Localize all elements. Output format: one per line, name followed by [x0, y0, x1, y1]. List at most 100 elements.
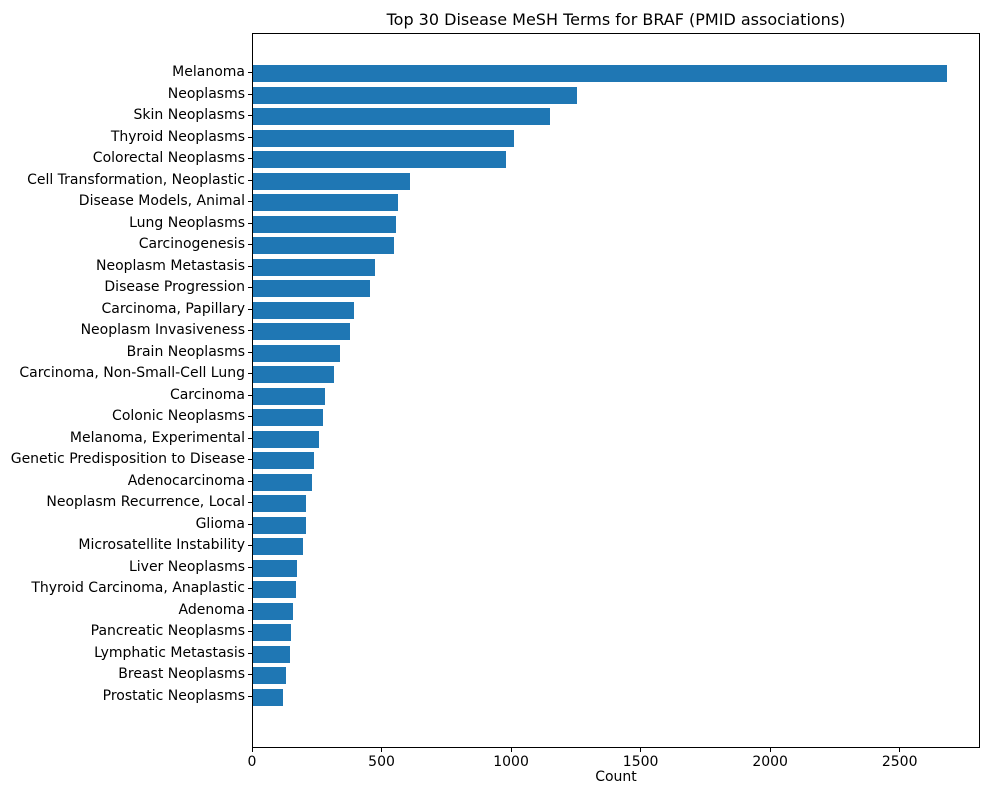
bar: [253, 473, 313, 491]
bar: [253, 667, 286, 685]
y-tick-mark: [248, 158, 252, 160]
y-tick-mark: [248, 480, 252, 482]
bar: [253, 65, 947, 83]
y-tick-label: Neoplasms: [167, 85, 245, 102]
bar: [253, 280, 371, 298]
y-tick-label: Carcinoma: [169, 386, 245, 403]
y-tick-label: Disease Models, Animal: [78, 193, 245, 209]
y-tick-label: Cell Transformation, Neoplastic: [27, 171, 245, 188]
x-tick-mark: [899, 748, 901, 752]
y-tick-mark: [248, 201, 252, 203]
y-tick-mark: [248, 265, 252, 267]
y-tick-label: Pancreatic Neoplasms: [90, 623, 245, 639]
y-tick-mark: [248, 115, 252, 117]
y-tick-label: Microsatellite Instability: [78, 537, 245, 553]
y-tick-label: Neoplasm Metastasis: [96, 257, 245, 274]
y-tick-mark: [248, 545, 252, 547]
y-tick-label: Breast Neoplasms: [118, 666, 245, 682]
x-tick-mark: [251, 748, 253, 752]
y-tick-label: Carcinogenesis: [138, 236, 245, 252]
bar: [253, 151, 506, 169]
bar: [253, 194, 398, 212]
bar: [253, 172, 410, 190]
y-tick-mark: [248, 179, 252, 181]
bar: [253, 602, 294, 620]
x-tick-mark: [510, 748, 512, 752]
x-axis-title: Count: [595, 769, 637, 785]
y-tick-mark: [248, 523, 252, 525]
x-tick-label: 2500: [881, 754, 918, 770]
y-tick-mark: [248, 674, 252, 676]
y-tick-label: Carcinoma, Non-Small-Cell Lung: [19, 365, 245, 381]
x-tick-mark: [769, 748, 771, 752]
y-tick-label: Genetic Predisposition to Disease: [10, 451, 245, 467]
y-tick-mark: [248, 609, 252, 611]
chart-title: Top 30 Disease MeSH Terms for BRAF (PMID…: [386, 10, 846, 29]
bar: [253, 129, 514, 147]
y-tick-label: Colorectal Neoplasms: [92, 150, 245, 166]
y-tick-mark: [248, 244, 252, 246]
bar: [253, 538, 304, 556]
x-tick-mark: [640, 748, 642, 752]
y-tick-label: Glioma: [195, 515, 245, 532]
y-tick-mark: [248, 652, 252, 654]
plot-area: [252, 33, 980, 748]
x-tick-label: 1000: [493, 754, 529, 770]
y-tick-label: Brain Neoplasms: [126, 343, 245, 360]
y-tick-mark: [248, 287, 252, 289]
y-tick-label: Colonic Neoplasms: [112, 408, 245, 424]
y-tick-label: Disease Progression: [104, 279, 245, 295]
y-tick-label: Carcinoma, Papillary: [101, 300, 245, 317]
y-tick-label: Skin Neoplasms: [133, 107, 245, 123]
x-tick-mark: [381, 748, 383, 752]
y-tick-label: Lung Neoplasms: [129, 214, 245, 231]
bar: [253, 323, 350, 341]
y-tick-mark: [248, 93, 252, 95]
y-tick-mark: [248, 222, 252, 224]
bar: [253, 215, 397, 233]
y-tick-label: Liver Neoplasms: [128, 558, 245, 575]
bar: [253, 344, 341, 362]
y-tick-mark: [248, 502, 252, 504]
y-tick-label: Neoplasm Invasiveness: [80, 322, 245, 338]
bar: [253, 108, 551, 126]
y-tick-label: Melanoma, Experimental: [69, 429, 245, 446]
y-tick-mark: [248, 72, 252, 74]
y-tick-label: Neoplasm Recurrence, Local: [46, 494, 245, 510]
y-tick-mark: [248, 373, 252, 375]
bar: [253, 516, 306, 534]
y-tick-mark: [248, 136, 252, 138]
bar: [253, 366, 334, 384]
y-tick-mark: [248, 566, 252, 568]
y-tick-mark: [248, 588, 252, 590]
bar: [253, 86, 577, 104]
y-tick-label: Adenoma: [178, 601, 246, 618]
bar: [253, 559, 298, 577]
bar: [253, 495, 307, 513]
bar: [253, 430, 320, 448]
x-tick-label: 1500: [622, 754, 659, 770]
x-tick-label: 0: [247, 754, 257, 770]
y-tick-label: Melanoma: [172, 64, 245, 80]
bar: [253, 409, 324, 427]
bar: [253, 581, 296, 599]
bar: [253, 452, 315, 470]
y-tick-label: Thyroid Carcinoma, Anaplastic: [31, 580, 245, 596]
y-tick-mark: [248, 416, 252, 418]
y-tick-mark: [248, 695, 252, 697]
y-tick-mark: [248, 459, 252, 461]
y-tick-label: Adenocarcinoma: [127, 472, 245, 489]
bar: [253, 645, 291, 663]
bar: [253, 258, 376, 276]
x-tick-label: 2000: [752, 754, 788, 770]
y-tick-label: Lymphatic Metastasis: [94, 644, 245, 661]
bar: [253, 387, 326, 405]
y-tick-label: Thyroid Neoplasms: [110, 128, 245, 145]
y-tick-mark: [248, 330, 252, 332]
y-tick-mark: [248, 437, 252, 439]
bar: [253, 688, 283, 706]
y-tick-mark: [248, 631, 252, 633]
bar: [253, 237, 395, 255]
y-tick-label: Prostatic Neoplasms: [102, 687, 245, 704]
